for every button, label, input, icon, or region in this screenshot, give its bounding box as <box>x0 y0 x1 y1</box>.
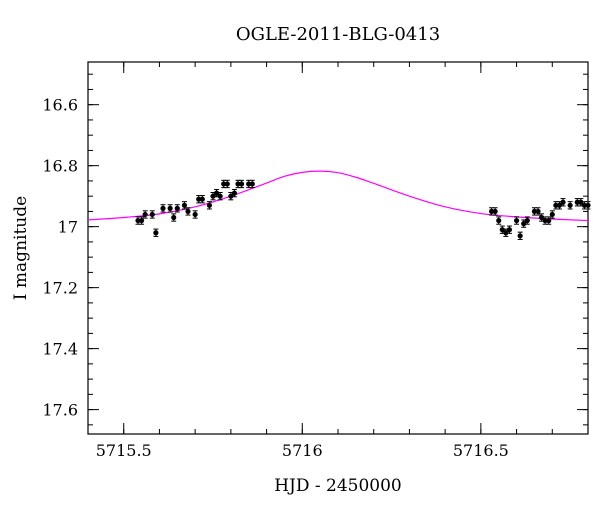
y-tick-label: 16.8 <box>42 157 78 176</box>
data-point <box>228 193 234 199</box>
data-point <box>210 193 216 199</box>
data-point <box>578 199 584 205</box>
y-tick-label: 16.6 <box>42 96 78 115</box>
data-point <box>531 208 538 215</box>
model-curve <box>87 170 589 222</box>
y-tick-label: 17.4 <box>42 340 78 359</box>
data-point <box>488 208 495 215</box>
data-point <box>585 202 591 208</box>
data-point <box>196 196 202 202</box>
x-tick-label: 5716 <box>282 441 323 460</box>
data-point <box>235 181 241 187</box>
data-point <box>138 217 145 224</box>
data-point <box>167 205 173 211</box>
data-point <box>221 181 227 187</box>
data-point <box>185 208 191 215</box>
data-point <box>567 202 573 208</box>
data-point <box>224 181 230 187</box>
data-point <box>574 199 580 205</box>
data-point <box>206 202 213 208</box>
data-point <box>549 211 555 218</box>
x-tick-label: 5715.5 <box>96 441 152 460</box>
data-point <box>503 230 509 236</box>
data-point <box>535 208 541 215</box>
chart-title: OGLE-2011-BLG-0413 <box>236 24 440 45</box>
data-point <box>542 217 548 224</box>
data-point <box>160 205 166 211</box>
data-point <box>553 202 559 208</box>
data-point <box>231 190 238 196</box>
data-point <box>149 211 155 218</box>
data-point <box>181 202 188 208</box>
data-point <box>246 181 252 187</box>
data-point <box>538 214 545 221</box>
y-tick-label: 17 <box>58 218 78 237</box>
data-point <box>499 227 505 233</box>
data-point <box>517 233 523 239</box>
data-point <box>213 190 220 196</box>
y-axis-label: I magnitude <box>11 196 31 300</box>
data-point <box>238 181 245 187</box>
data-point <box>496 217 502 224</box>
data-point <box>521 221 527 227</box>
x-tick-label: 5716.5 <box>453 441 509 460</box>
data-point <box>546 217 552 224</box>
x-axis-label: HJD - 2450000 <box>274 476 402 496</box>
tick-labels: 5715.5 5716 5716.5 16.6 16.8 17 17.2 17.4 17.6 <box>42 96 508 460</box>
data-points <box>135 179 591 240</box>
data-point <box>135 217 141 224</box>
data-point <box>560 199 566 205</box>
data-point <box>142 211 148 218</box>
data-point <box>492 208 498 215</box>
data-point <box>199 196 205 202</box>
data-point <box>192 211 198 218</box>
data-point <box>506 227 513 233</box>
y-tick-label: 17.2 <box>42 279 78 298</box>
data-point <box>171 214 177 221</box>
data-point <box>524 217 530 224</box>
axis-ticks <box>88 62 588 434</box>
y-tick-label: 17.6 <box>42 401 78 420</box>
data-point <box>249 181 255 187</box>
plot-frame <box>87 61 589 435</box>
data-point <box>153 230 159 236</box>
data-point <box>581 202 588 208</box>
data-point <box>174 205 180 211</box>
data-point <box>217 193 223 199</box>
data-point <box>513 217 520 224</box>
data-point <box>556 202 563 208</box>
